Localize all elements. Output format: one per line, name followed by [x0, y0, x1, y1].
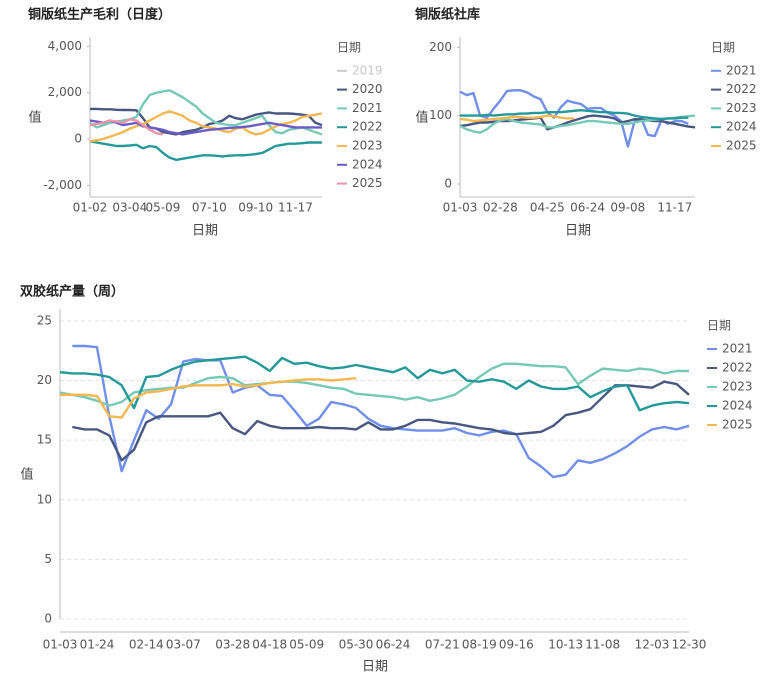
series-line: [59, 355, 690, 412]
x-tick-label: 06-24: [376, 638, 411, 652]
x-axis-name: 日期: [565, 224, 591, 239]
y-tick-label: 20: [37, 373, 52, 387]
legend-entry[interactable]: 2024: [352, 157, 383, 171]
x-axis-name: 日期: [192, 224, 218, 239]
x-tick-label: 11-08: [585, 638, 620, 652]
y-tick-label: 2,000: [48, 85, 82, 99]
y-tick-label: 5: [44, 552, 52, 566]
legend-entry[interactable]: 2023: [722, 380, 753, 394]
x-tick-label: 08-19: [462, 638, 497, 652]
series-line: [89, 140, 322, 162]
series-line: [459, 89, 689, 148]
x-tick-label: 01-03: [443, 201, 478, 215]
x-tick-label: 09-08: [610, 201, 645, 215]
x-tick-label: 02-28: [483, 201, 518, 215]
y-tick-label: 0: [74, 132, 82, 146]
x-tick-label: 03-07: [166, 638, 201, 652]
y-tick-label: 10: [37, 492, 52, 506]
x-tick-label: 04-25: [530, 201, 565, 215]
x-tick-label: 01-02: [73, 201, 108, 215]
legend-title: 日期: [711, 41, 735, 55]
y-tick-label: 100: [429, 108, 452, 122]
x-tick-label: 11-17: [657, 201, 692, 215]
y-axis-name: 值: [20, 467, 33, 483]
x-tick-label: 12-03: [635, 638, 670, 652]
x-tick-label: 01-24: [80, 638, 115, 652]
x-tick-label: 05-09: [145, 201, 180, 215]
chart-title: 铜版纸生产毛利（日度）: [27, 7, 171, 23]
x-tick-label: 07-21: [425, 638, 460, 652]
legend-entry[interactable]: 2025: [722, 418, 753, 432]
x-tick-label: 09-10: [238, 201, 273, 215]
series-line: [459, 114, 575, 123]
y-tick-label: 25: [37, 313, 52, 327]
chart-title: 双胶纸产量（周）: [20, 284, 124, 300]
series-line: [59, 362, 689, 407]
legend-entry[interactable]: 2023: [726, 101, 757, 115]
series-line: [60, 377, 357, 419]
legend-entry[interactable]: 2024: [722, 399, 753, 413]
x-tick-label: 05-30: [339, 638, 374, 652]
x-tick-label: 09-16: [499, 638, 534, 652]
legend-entry[interactable]: 2022: [726, 82, 757, 96]
series-line: [72, 344, 690, 479]
legend-entry[interactable]: 2024: [726, 120, 757, 134]
legend-entry[interactable]: 2022: [722, 361, 753, 375]
series-line: [72, 380, 690, 462]
x-tick-label: 03-04: [112, 201, 147, 215]
y-tick-label: -2,000: [43, 178, 82, 192]
y-tick-label: 4,000: [48, 39, 82, 53]
legend-entry[interactable]: 2022: [352, 120, 383, 134]
y-axis-name: 值: [28, 110, 41, 126]
x-tick-label: 04-18: [252, 638, 287, 652]
x-tick-label: 07-10: [192, 201, 227, 215]
x-tick-label: 03-28: [215, 638, 250, 652]
x-tick-label: 11-17: [278, 201, 313, 215]
legend-entry[interactable]: 2021: [722, 342, 753, 356]
chart-title: 铜版纸社库: [414, 7, 480, 23]
legend-entry[interactable]: 2021: [726, 63, 757, 77]
legend-entry[interactable]: 2021: [352, 101, 383, 115]
y-tick-label: 0: [444, 177, 452, 191]
y-tick-label: 200: [429, 40, 452, 54]
y-tick-label: 15: [37, 433, 52, 447]
legend-entry[interactable]: 2023: [352, 139, 383, 153]
x-tick-label: 06-24: [570, 201, 605, 215]
y-axis-name: 值: [415, 110, 428, 126]
x-axis-name: 日期: [362, 660, 388, 675]
series-line: [89, 119, 322, 136]
legend-entry[interactable]: 2025: [726, 139, 757, 153]
series-line: [89, 118, 164, 136]
series-line: [460, 109, 689, 121]
x-tick-label: 01-03: [43, 638, 78, 652]
legend-entry[interactable]: 2025: [352, 176, 383, 190]
x-tick-label: 02-14: [129, 638, 164, 652]
legend-title: 日期: [707, 319, 731, 333]
y-tick-label: 0: [44, 612, 52, 626]
legend-entry[interactable]: 2019: [352, 63, 383, 77]
legend-entry[interactable]: 2020: [352, 82, 383, 96]
x-tick-label: 05-09: [289, 638, 324, 652]
series-line: [89, 110, 323, 143]
legend-title: 日期: [337, 41, 361, 55]
x-tick-label: 10-13: [548, 638, 583, 652]
x-tick-label: 12-30: [672, 638, 707, 652]
